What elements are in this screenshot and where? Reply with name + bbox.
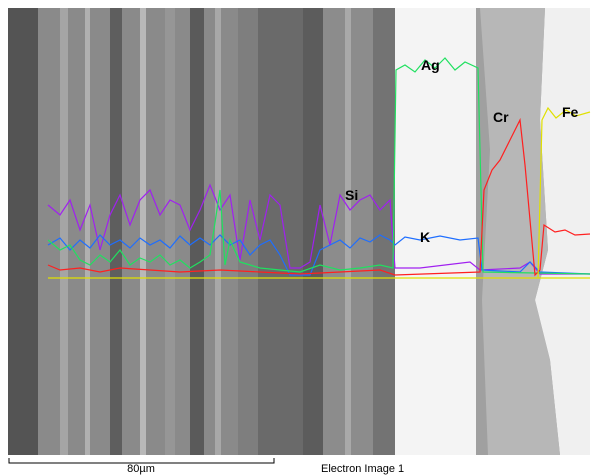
- element-labels: Ag Cr Fe Si K: [345, 57, 579, 245]
- label-cr: Cr: [493, 109, 509, 125]
- label-si: Si: [345, 187, 358, 203]
- label-fe: Fe: [562, 104, 579, 120]
- label-k: K: [420, 229, 430, 245]
- electron-image: [8, 8, 590, 455]
- label-ag: Ag: [421, 57, 440, 73]
- caption-bar: 80µm Electron Image 1: [8, 458, 404, 475]
- image-caption: Electron Image 1: [321, 463, 404, 475]
- line-profiles: [47, 57, 591, 279]
- scale-bar-label: 80µm: [127, 463, 155, 475]
